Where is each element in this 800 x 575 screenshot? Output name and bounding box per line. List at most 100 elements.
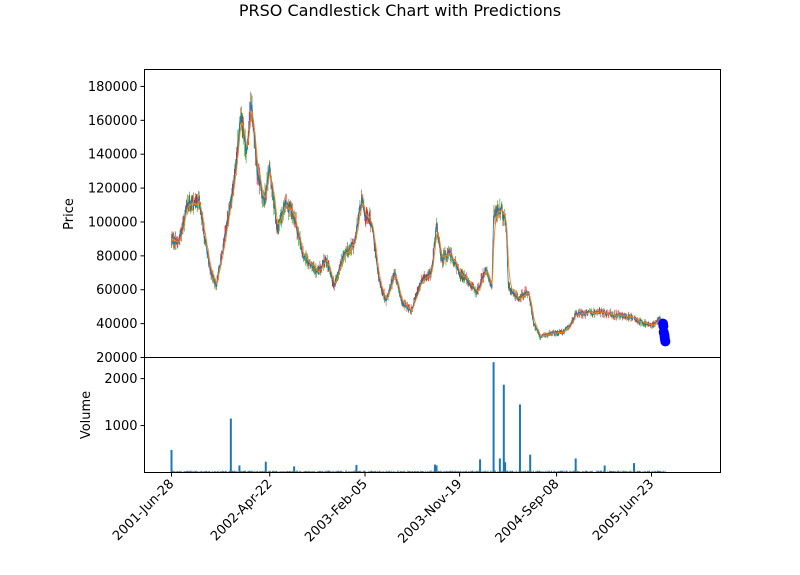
volume-bar [546,471,548,473]
volume-bar [353,470,355,473]
x-tick-label: 2001-Jun-28 [110,477,177,544]
volume-bar [221,471,222,473]
volume-bar [631,471,633,473]
volume-bar [432,471,433,473]
volume-bar [251,471,252,473]
volume-bar [201,471,203,473]
volume-bar [595,470,597,473]
volume-bar [421,471,423,473]
volume-bar [444,470,446,473]
volume-bar [358,470,359,473]
volume-bar [539,470,541,473]
volume-bar [533,470,534,473]
volume-bar [268,470,270,473]
volume-bar [438,471,440,473]
volume-bar [564,470,565,473]
volume-bar [477,471,479,473]
volume-bar [535,471,536,473]
volume-bar [511,470,513,473]
volume-bar [217,471,219,473]
volume-bar [358,471,360,473]
volume-bar [355,464,358,473]
volume-bar [284,471,286,473]
volume-bar [459,471,461,473]
volume-bar [250,470,252,473]
volume-bar [651,470,653,473]
volume-bar [296,470,297,473]
volume-bar [404,470,405,473]
volume-bar [412,470,414,473]
volume-bar [350,471,352,473]
volume-bar [299,470,301,473]
volume-bar [462,471,464,473]
volume-bar [509,470,511,473]
volume-bar [348,471,350,473]
volume-bar [597,470,599,473]
volume-bar [372,471,374,473]
volume-bar [522,471,523,473]
volume-bar [387,470,389,473]
volume-bar [468,471,470,473]
volume-bar [323,471,325,473]
volume-bar [405,471,407,473]
volume-bar [572,471,573,473]
volume-bar [443,471,445,473]
volume-bar [378,471,380,473]
volume-bar [225,470,226,473]
volume-bar [173,470,175,473]
volume-bar [307,471,309,473]
volume-bar [327,471,329,473]
volume-bar [516,470,518,473]
volume-bar [467,470,469,473]
volume-bar [470,471,472,473]
volume-bar [439,471,440,473]
volume-bar [403,471,404,473]
volume-bar [527,470,528,473]
volume-bar [207,471,209,473]
volume-bar [268,471,269,473]
volume-bar [203,470,205,473]
volume-bar [257,470,258,473]
volume-bar [598,470,600,473]
volume-bar [416,471,418,473]
price-ytick-label: 160000 [88,114,138,129]
volume-bar [450,470,451,473]
volume-bar [441,471,442,473]
volume-bar [450,470,452,473]
volume-bar [418,471,420,473]
price-ylabel: Price [62,198,77,230]
volume-bar [380,471,382,473]
volume-bar [585,471,586,473]
volume-bar [373,471,375,473]
volume-bar [568,471,570,473]
volume-bar [370,470,372,473]
volume-bar [364,470,366,473]
volume-bar [290,470,292,473]
volume-bar [562,471,564,473]
volume-bar [589,471,590,473]
volume-bar [445,471,446,473]
volume-bar [446,471,448,473]
volume-bar [613,471,615,473]
volume-bar [469,470,471,473]
volume-bar [490,470,492,473]
volume-bar [528,470,530,473]
volume-bar [506,470,508,473]
volume-bar [573,471,574,473]
volume-bar [612,471,613,473]
volume-bar [353,471,354,473]
volume-bar [649,470,651,473]
volume-bar [462,471,464,473]
volume-bar [512,471,514,473]
volume-bar [411,471,413,473]
volume-bar [602,471,604,473]
volume-bar [589,471,591,473]
volume-bar [657,471,659,473]
volume-bar [627,471,628,473]
volume-bar [338,470,339,473]
volume-bar [306,471,308,473]
volume-bar [646,470,648,473]
volume-bar [456,471,458,473]
volume-bar [541,471,543,473]
volume-bar [507,471,509,473]
